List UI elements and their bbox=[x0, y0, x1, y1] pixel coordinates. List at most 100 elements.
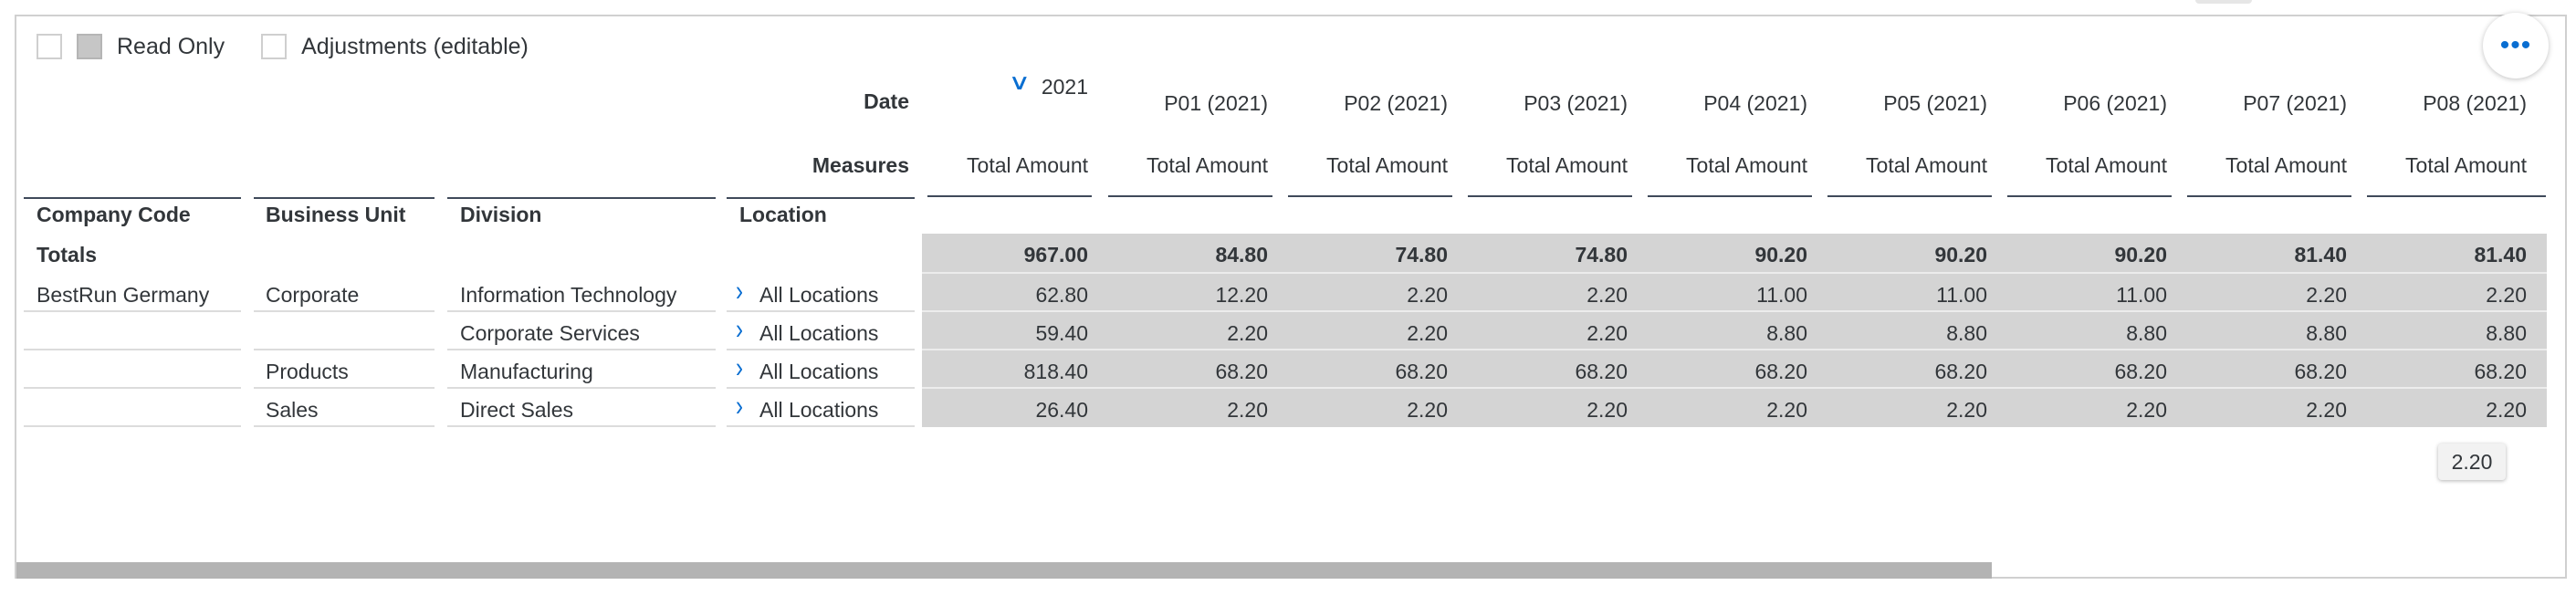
business-unit-header[interactable]: Business Unit bbox=[266, 203, 406, 226]
company-code-header[interactable]: Company Code bbox=[37, 203, 191, 226]
value-cell[interactable]: 2.20 bbox=[1407, 283, 1448, 307]
date-column-header[interactable]: P01 (2021) bbox=[1164, 91, 1268, 115]
location-cell[interactable]: All Locations bbox=[759, 283, 879, 307]
measure-column-header[interactable]: Total Amount bbox=[1147, 153, 1268, 177]
data-row-divider bbox=[922, 272, 2547, 274]
value-cell[interactable]: 2.20 bbox=[1586, 283, 1628, 307]
row-divider bbox=[254, 310, 435, 312]
value-cell[interactable]: 2.20 bbox=[1407, 398, 1448, 422]
location-header[interactable]: Location bbox=[739, 203, 827, 226]
value-cell[interactable]: 2.20 bbox=[2486, 398, 2527, 422]
value-cell[interactable]: 8.80 bbox=[2126, 321, 2167, 345]
legend-adjustments-label: Adjustments (editable) bbox=[301, 33, 529, 59]
value-cell[interactable]: 8.80 bbox=[1946, 321, 1987, 345]
value-cell[interactable]: 11.00 bbox=[1756, 283, 1807, 307]
value-cell[interactable]: 12.20 bbox=[1215, 283, 1268, 307]
date-column-header[interactable]: P08 (2021) bbox=[2423, 91, 2527, 115]
totals-cell[interactable]: 74.80 bbox=[1575, 243, 1628, 266]
date-column-header[interactable]: P06 (2021) bbox=[2063, 91, 2167, 115]
totals-cell[interactable]: 74.80 bbox=[1395, 243, 1448, 266]
more-options-button[interactable]: ••• bbox=[2483, 13, 2549, 78]
value-cell[interactable]: 2.20 bbox=[1227, 398, 1268, 422]
totals-cell[interactable]: 90.20 bbox=[1934, 243, 1987, 266]
expand-chevron-icon[interactable]: › bbox=[736, 390, 743, 423]
totals-cell[interactable]: 967.00 bbox=[1023, 243, 1088, 266]
totals-cell[interactable]: 81.40 bbox=[2294, 243, 2347, 266]
column-underline bbox=[1827, 195, 1992, 197]
header-divider bbox=[447, 197, 716, 199]
row-divider bbox=[24, 349, 241, 350]
value-cell[interactable]: 26.40 bbox=[1035, 398, 1088, 422]
division-cell: Direct Sales bbox=[460, 398, 573, 422]
location-cell[interactable]: All Locations bbox=[759, 321, 879, 345]
value-cell[interactable]: 8.80 bbox=[2306, 321, 2347, 345]
value-cell[interactable]: 2.20 bbox=[1407, 321, 1448, 345]
value-cell[interactable]: 68.20 bbox=[2474, 360, 2527, 383]
measure-column-header[interactable]: Total Amount bbox=[967, 153, 1088, 177]
data-cells-area bbox=[922, 234, 2547, 427]
date-column-header[interactable]: P04 (2021) bbox=[1703, 91, 1807, 115]
value-cell[interactable]: 68.20 bbox=[1395, 360, 1448, 383]
date-column-header[interactable]: P05 (2021) bbox=[1883, 91, 1987, 115]
value-cell[interactable]: 8.80 bbox=[2486, 321, 2527, 345]
location-cell[interactable]: All Locations bbox=[759, 398, 879, 422]
value-cell[interactable]: 68.20 bbox=[1754, 360, 1807, 383]
horizontal-scrollbar[interactable] bbox=[16, 562, 1992, 579]
value-cell[interactable]: 2.20 bbox=[2486, 283, 2527, 307]
measure-column-header[interactable]: Total Amount bbox=[1326, 153, 1448, 177]
value-cell[interactable]: 68.20 bbox=[2294, 360, 2347, 383]
measure-column-header[interactable]: Total Amount bbox=[1866, 153, 1987, 177]
expand-chevron-icon[interactable]: › bbox=[736, 351, 743, 384]
location-cell[interactable]: All Locations bbox=[759, 360, 879, 383]
collapse-chevron-icon[interactable]: ∨ bbox=[1008, 70, 1031, 95]
more-icon: ••• bbox=[2499, 30, 2532, 60]
value-cell[interactable]: 68.20 bbox=[1215, 360, 1268, 383]
division-cell: Corporate Services bbox=[460, 321, 640, 345]
totals-cell[interactable]: 81.40 bbox=[2474, 243, 2527, 266]
measure-column-header[interactable]: Total Amount bbox=[1506, 153, 1628, 177]
date-column-header[interactable]: 2021 bbox=[1041, 75, 1088, 99]
expand-chevron-icon[interactable]: › bbox=[736, 313, 743, 346]
measure-column-header[interactable]: Total Amount bbox=[2046, 153, 2167, 177]
row-divider bbox=[447, 310, 716, 312]
value-cell[interactable]: 68.20 bbox=[2114, 360, 2167, 383]
row-divider bbox=[254, 349, 435, 350]
value-cell[interactable]: 68.20 bbox=[1934, 360, 1987, 383]
row-divider bbox=[727, 349, 915, 350]
expand-chevron-icon[interactable]: › bbox=[736, 275, 743, 308]
value-cell[interactable]: 59.40 bbox=[1035, 321, 1088, 345]
totals-cell[interactable]: 84.80 bbox=[1215, 243, 1268, 266]
column-underline bbox=[2367, 195, 2546, 197]
column-underline bbox=[927, 195, 1092, 197]
value-cell[interactable]: 2.20 bbox=[1946, 398, 1987, 422]
value-cell[interactable]: 11.00 bbox=[2116, 283, 2167, 307]
column-underline bbox=[2187, 195, 2351, 197]
value-cell[interactable]: 2.20 bbox=[1586, 398, 1628, 422]
value-cell[interactable]: 8.80 bbox=[1766, 321, 1807, 345]
date-column-header[interactable]: P02 (2021) bbox=[1344, 91, 1448, 115]
value-cell[interactable]: 11.00 bbox=[1936, 283, 1987, 307]
row-divider bbox=[447, 349, 716, 350]
date-column-header[interactable]: P03 (2021) bbox=[1524, 91, 1628, 115]
value-cell[interactable]: 2.20 bbox=[1766, 398, 1807, 422]
division-cell: Information Technology bbox=[460, 283, 677, 307]
value-cell[interactable]: 2.20 bbox=[2306, 398, 2347, 422]
totals-cell[interactable]: 90.20 bbox=[1754, 243, 1807, 266]
value-cell[interactable]: 2.20 bbox=[1227, 321, 1268, 345]
measure-column-header[interactable]: Total Amount bbox=[2405, 153, 2527, 177]
value-cell[interactable]: 818.40 bbox=[1023, 360, 1088, 383]
row-divider bbox=[447, 387, 716, 389]
measure-column-header[interactable]: Total Amount bbox=[1686, 153, 1807, 177]
division-header[interactable]: Division bbox=[460, 203, 542, 226]
value-cell[interactable]: 68.20 bbox=[1575, 360, 1628, 383]
measure-column-header[interactable]: Total Amount bbox=[2225, 153, 2347, 177]
legend-empty-swatch bbox=[37, 34, 62, 59]
value-cell[interactable]: 2.20 bbox=[2306, 283, 2347, 307]
totals-cell[interactable]: 90.20 bbox=[2114, 243, 2167, 266]
column-underline bbox=[1108, 195, 1272, 197]
value-cell[interactable]: 2.20 bbox=[1586, 321, 1628, 345]
value-cell[interactable]: 62.80 bbox=[1035, 283, 1088, 307]
legend-readonly-swatch bbox=[77, 34, 102, 59]
date-column-header[interactable]: P07 (2021) bbox=[2243, 91, 2347, 115]
value-cell[interactable]: 2.20 bbox=[2126, 398, 2167, 422]
